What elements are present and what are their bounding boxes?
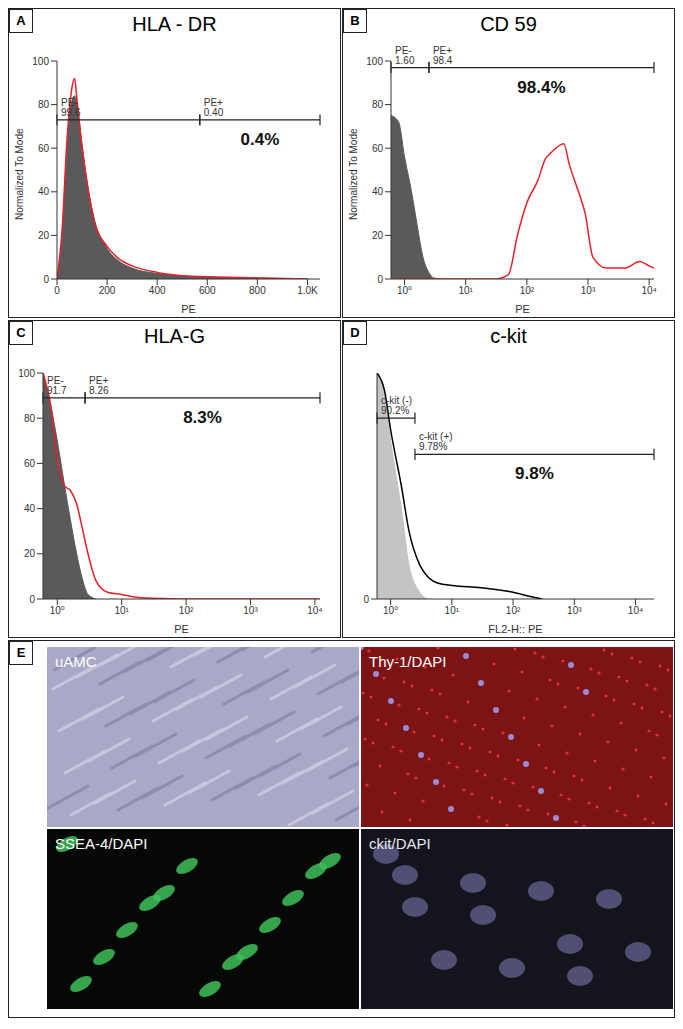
svg-text:20: 20	[24, 548, 36, 559]
svg-text:PE: PE	[181, 303, 196, 315]
svg-text:PE: PE	[174, 623, 189, 635]
svg-text:10⁰: 10⁰	[397, 285, 412, 296]
svg-text:PE+: PE+	[203, 96, 223, 108]
svg-text:90.2%: 90.2%	[381, 405, 409, 416]
svg-text:200: 200	[99, 285, 116, 296]
svg-text:10⁴: 10⁴	[307, 605, 322, 616]
svg-text:1.60: 1.60	[395, 55, 415, 66]
svg-text:PE: PE	[515, 303, 530, 315]
svg-text:10⁰: 10⁰	[383, 605, 398, 616]
svg-text:Normalized To Mode: Normalized To Mode	[14, 128, 25, 220]
svg-text:1.0K: 1.0K	[297, 285, 318, 296]
svg-text:9.78%: 9.78%	[419, 441, 447, 452]
svg-text:100: 100	[366, 56, 383, 67]
html-text:c-kit: c-kit	[490, 325, 527, 347]
svg-text:PE-: PE-	[395, 44, 412, 56]
svg-text:PE-: PE-	[61, 96, 78, 108]
svg-text:60: 60	[38, 143, 50, 154]
svg-text:40: 40	[372, 186, 384, 197]
svg-text:60: 60	[24, 458, 36, 469]
svg-text:SSEA-4/DAPI: SSEA-4/DAPI	[55, 835, 148, 852]
svg-text:80: 80	[38, 99, 50, 110]
svg-text:60: 60	[372, 143, 384, 154]
svg-text:0: 0	[54, 285, 60, 296]
svg-text:10¹: 10¹	[458, 285, 473, 296]
svg-text:40: 40	[38, 186, 50, 197]
svg-text:Normalized To Mode: Normalized To Mode	[348, 128, 359, 220]
svg-text:10³: 10³	[581, 285, 596, 296]
svg-text:c-kit (+): c-kit (+)	[419, 431, 453, 443]
svg-text:0.4%: 0.4%	[241, 130, 280, 149]
svg-text:20: 20	[372, 230, 384, 241]
svg-text:PE+: PE+	[432, 44, 453, 56]
svg-text:PE-: PE-	[47, 374, 64, 386]
svg-text:10⁰: 10⁰	[50, 605, 65, 616]
svg-text:400: 400	[149, 285, 166, 296]
svg-text:600: 600	[199, 285, 216, 296]
svg-text:10⁴: 10⁴	[628, 605, 643, 616]
svg-text:0: 0	[363, 594, 369, 605]
svg-text:FL2-H:: PE: FL2-H:: PE	[488, 623, 542, 635]
html-text:B: B	[350, 13, 360, 28]
svg-text:80: 80	[24, 413, 36, 424]
svg-text:Thy-1/DAPI: Thy-1/DAPI	[369, 653, 447, 670]
svg-text:10⁴: 10⁴	[641, 285, 656, 296]
html-text:E: E	[16, 645, 26, 660]
svg-text:10¹: 10¹	[114, 605, 129, 616]
svg-text:10³: 10³	[243, 605, 258, 616]
svg-text:100: 100	[32, 56, 49, 67]
svg-text:0: 0	[43, 274, 49, 285]
html-text:HLA - DR: HLA - DR	[132, 13, 217, 35]
svg-text:98.4%: 98.4%	[517, 78, 565, 97]
svg-text:99.6: 99.6	[61, 107, 81, 118]
svg-text:9.8%: 9.8%	[515, 464, 554, 483]
svg-text:uAMC: uAMC	[55, 653, 97, 670]
html-text:D: D	[350, 325, 360, 340]
svg-text:80: 80	[372, 99, 384, 110]
svg-text:0: 0	[377, 274, 383, 285]
svg-text:10¹: 10¹	[445, 605, 460, 616]
svg-text:c-kit (-): c-kit (-)	[381, 395, 413, 407]
svg-text:10²: 10²	[520, 285, 535, 296]
svg-text:10³: 10³	[567, 605, 582, 616]
svg-text:0.40: 0.40	[204, 107, 224, 118]
svg-text:0: 0	[29, 594, 35, 605]
html-text:A: A	[16, 13, 26, 28]
svg-text:91.7: 91.7	[47, 385, 67, 396]
svg-text:8.26: 8.26	[89, 385, 109, 396]
svg-text:98.4: 98.4	[433, 55, 453, 66]
svg-text:100: 100	[18, 368, 35, 379]
html-text:CD 59: CD 59	[480, 13, 537, 35]
svg-text:40: 40	[24, 503, 36, 514]
svg-text:PE+: PE+	[89, 374, 109, 386]
html-text:HLA-G: HLA-G	[143, 325, 206, 347]
svg-text:10²: 10²	[179, 605, 194, 616]
svg-text:ckit/DAPI: ckit/DAPI	[369, 835, 431, 852]
html-text:C: C	[16, 325, 26, 340]
svg-text:8.3%: 8.3%	[183, 408, 222, 427]
svg-text:20: 20	[38, 230, 50, 241]
svg-text:800: 800	[249, 285, 266, 296]
svg-text:10²: 10²	[506, 605, 521, 616]
